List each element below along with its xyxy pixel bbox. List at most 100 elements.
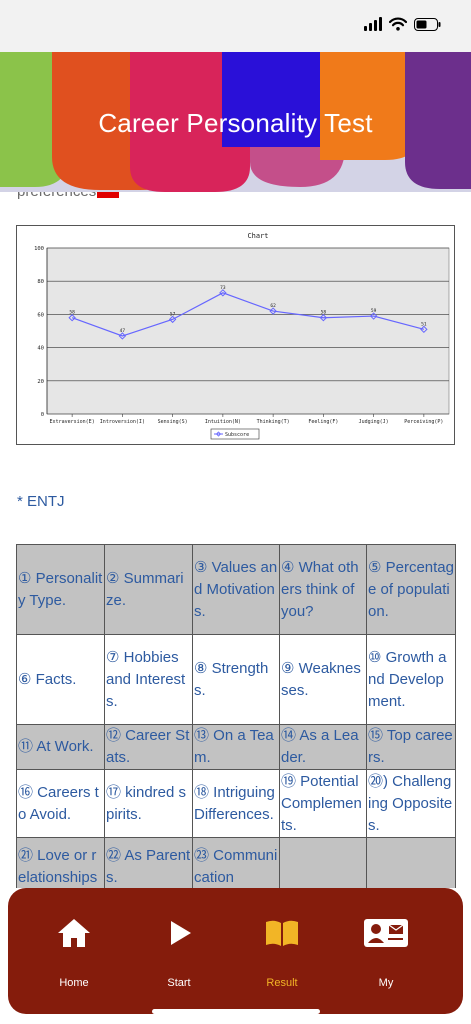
topic-label: ⑩ Growth and Development. xyxy=(368,648,447,710)
topic-label: ⑦ Hobbies and Interests. xyxy=(106,648,186,710)
y-tick-label: 20 xyxy=(37,379,44,385)
topic-label: ⑫ Career Stats. xyxy=(106,727,190,766)
data-label: 47 xyxy=(120,328,126,334)
x-tick-label: Sensing(S) xyxy=(158,419,188,425)
topic-cell[interactable]: ⑩ Growth and Development. xyxy=(366,634,456,725)
topic-cell[interactable]: ⑤ Percentage of population. xyxy=(366,544,456,635)
bottom-tab-bar: Home Start Result My xyxy=(8,888,463,1014)
data-label: 58 xyxy=(321,310,327,316)
data-point xyxy=(319,314,328,322)
topic-cell[interactable]: ⑭ As a Leader. xyxy=(279,724,367,770)
status-bar xyxy=(0,0,471,52)
topic-cell[interactable]: ㉑ Love or relationships xyxy=(16,837,105,888)
topic-label: ⑱ Intriguing Differences. xyxy=(194,783,275,823)
topic-cell[interactable]: ⑲ Potential Complements. xyxy=(279,769,367,838)
table-row: ⑥ Facts. ⑦ Hobbies and Interests. ⑧ Streng… xyxy=(16,634,456,725)
tab-home[interactable]: Home xyxy=(29,888,119,1014)
tab-label-my: My xyxy=(378,977,394,989)
header-banner: Career Personality Test xyxy=(0,52,471,192)
topic-cell[interactable]: ⑱ Intriguing Differences. xyxy=(192,769,280,838)
topic-label: ⑳) Challenging Opposites. xyxy=(368,772,453,834)
topic-label: ⑲ Potential Complements. xyxy=(281,772,362,834)
topic-cell[interactable]: ㉒ As Parents. xyxy=(104,837,193,888)
topic-label: ⑭ As a Leader. xyxy=(281,727,359,766)
topic-cell[interactable]: ⑨ Weaknesses. xyxy=(279,634,367,725)
topic-cell xyxy=(279,837,367,888)
cellular-signal-icon xyxy=(364,17,382,31)
tab-label-result: Result xyxy=(266,977,298,989)
data-point xyxy=(420,325,428,334)
topic-label: ⑤ Percentage of population. xyxy=(368,558,454,620)
y-tick-label: 100 xyxy=(34,246,44,252)
tab-result[interactable]: Result xyxy=(237,888,327,1014)
topics-table: ① Personality Type. ② Summarize. ③ Values … xyxy=(16,544,456,888)
topic-cell[interactable]: ⑦ Hobbies and Interests. xyxy=(104,634,193,725)
data-point xyxy=(168,315,177,324)
page-title: Career Personality Test xyxy=(98,108,373,138)
data-point xyxy=(118,332,127,340)
legend-marker xyxy=(215,431,222,437)
topic-label: ② Summarize. xyxy=(106,569,184,609)
topic-cell[interactable]: ⑮ Top careers. xyxy=(366,724,456,770)
topic-label: ⑥ Facts. xyxy=(18,670,77,688)
y-tick-label: 60 xyxy=(37,312,44,318)
topic-cell[interactable]: ⑯ Careers to Avoid. xyxy=(16,769,105,838)
topic-cell[interactable]: ⑪ At Work. xyxy=(16,724,105,770)
status-icons xyxy=(364,17,441,31)
topic-label: ⑰ kindred spirits. xyxy=(106,783,187,823)
x-tick-label: Judging(J) xyxy=(359,419,389,425)
table-row: ㉑ Love or relationships ㉒ As Parents. ㉓ Co… xyxy=(16,837,456,888)
topic-cell[interactable]: ⑧ Strengths. xyxy=(192,634,280,725)
topic-cell[interactable]: ② Summarize. xyxy=(104,544,193,635)
data-point xyxy=(269,307,277,315)
legend-label: Subscore xyxy=(225,432,249,438)
topic-cell[interactable]: ⑫ Career Stats. xyxy=(104,724,193,770)
topic-label: ④ What others think of you? xyxy=(281,558,359,620)
tab-my[interactable]: My xyxy=(341,888,431,1014)
home-icon xyxy=(58,919,90,947)
series-line xyxy=(71,292,425,337)
header-background-shapes xyxy=(0,52,471,192)
play-icon xyxy=(171,921,191,945)
topic-label: ㉒ As Parents. xyxy=(106,846,191,886)
topic-cell[interactable]: ③ Values and Motivations. xyxy=(192,544,280,635)
topic-cell xyxy=(366,837,456,888)
legend-box xyxy=(210,428,260,440)
profile-card-icon xyxy=(364,919,408,947)
topic-label: ① Personality Type. xyxy=(18,569,103,609)
data-point xyxy=(68,314,76,322)
chart-title: Chart xyxy=(247,232,268,240)
data-label: 58 xyxy=(69,310,75,316)
topic-cell[interactable]: ⑳) Challenging Opposites. xyxy=(366,769,456,838)
y-tick-label: 80 xyxy=(37,279,44,285)
tab-start[interactable]: Start xyxy=(134,888,224,1014)
topic-cell[interactable]: ㉓ Communication xyxy=(192,837,280,888)
result-content[interactable]: preferences Chart020406080100Extraversio… xyxy=(0,52,471,888)
topic-label: ⑯ Careers to Avoid. xyxy=(18,783,99,823)
topic-label: ⑨ Weaknesses. xyxy=(281,659,361,699)
data-point xyxy=(369,312,378,320)
topic-label: ㉑ Love or relationships xyxy=(18,846,98,886)
x-tick-label: Extraversion(E) xyxy=(50,419,95,425)
topic-cell[interactable]: ⑰ kindred spirits. xyxy=(104,769,193,838)
topic-label: ⑧ Strengths. xyxy=(194,659,269,699)
topic-cell[interactable]: ① Personality Type. xyxy=(16,544,105,635)
topic-cell[interactable]: ⑬ On a Team. xyxy=(192,724,280,770)
battery-icon xyxy=(414,17,441,31)
y-tick-label: 40 xyxy=(37,346,44,352)
x-tick-label: Introversion(I) xyxy=(100,419,145,425)
y-tick-label: 0 xyxy=(41,412,44,418)
data-label: 59 xyxy=(371,308,377,314)
tab-label-home: Home xyxy=(59,977,89,989)
personality-type-result: * ENTJ xyxy=(17,493,65,510)
x-tick-label: Thinking(T) xyxy=(257,419,290,425)
plot-area xyxy=(46,247,450,415)
tab-label-start: Start xyxy=(167,977,191,989)
data-label: 57 xyxy=(170,311,176,317)
topic-cell[interactable]: ⑥ Facts. xyxy=(16,634,105,725)
topic-label: ㉓ Communication xyxy=(194,846,278,886)
topic-cell[interactable]: ④ What others think of you? xyxy=(279,544,367,635)
data-label: 62 xyxy=(270,303,276,309)
book-icon xyxy=(266,920,298,946)
subscore-chart: Chart 0 20 40 60 80 100 Extraversion(E) Introver… xyxy=(16,225,455,445)
